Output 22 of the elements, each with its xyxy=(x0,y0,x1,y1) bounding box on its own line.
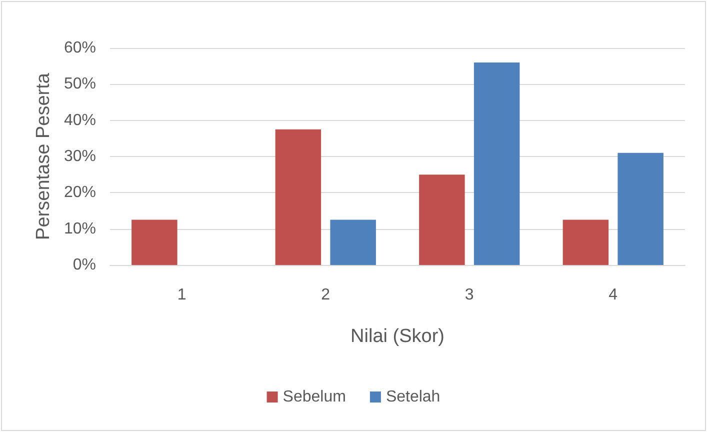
legend-label: Setelah xyxy=(386,388,440,406)
x-tick-label: 2 xyxy=(321,286,330,304)
y-axis-title: Persentase Peserta xyxy=(33,72,54,240)
x-tick-label: 4 xyxy=(608,286,618,304)
y-tick-label: 10% xyxy=(64,220,96,238)
y-tick-label: 40% xyxy=(64,112,96,129)
y-tick-label: 30% xyxy=(64,148,96,165)
x-tick-label: 3 xyxy=(464,286,474,304)
bar xyxy=(562,220,609,265)
bar xyxy=(275,129,322,265)
bar xyxy=(618,152,664,265)
bar xyxy=(419,174,465,265)
y-tick-label: 60% xyxy=(64,40,96,56)
bar xyxy=(474,62,520,265)
legend-label: Sebelum xyxy=(282,388,346,406)
bar xyxy=(330,220,376,265)
bar xyxy=(132,220,178,265)
y-tick-label: 0% xyxy=(72,256,96,274)
y-tick-label: 50% xyxy=(64,76,96,93)
x-tick-label: 1 xyxy=(177,286,186,304)
x-axis-title: Nilai (Skor) xyxy=(350,326,444,347)
y-tick-label: 20% xyxy=(64,184,96,202)
